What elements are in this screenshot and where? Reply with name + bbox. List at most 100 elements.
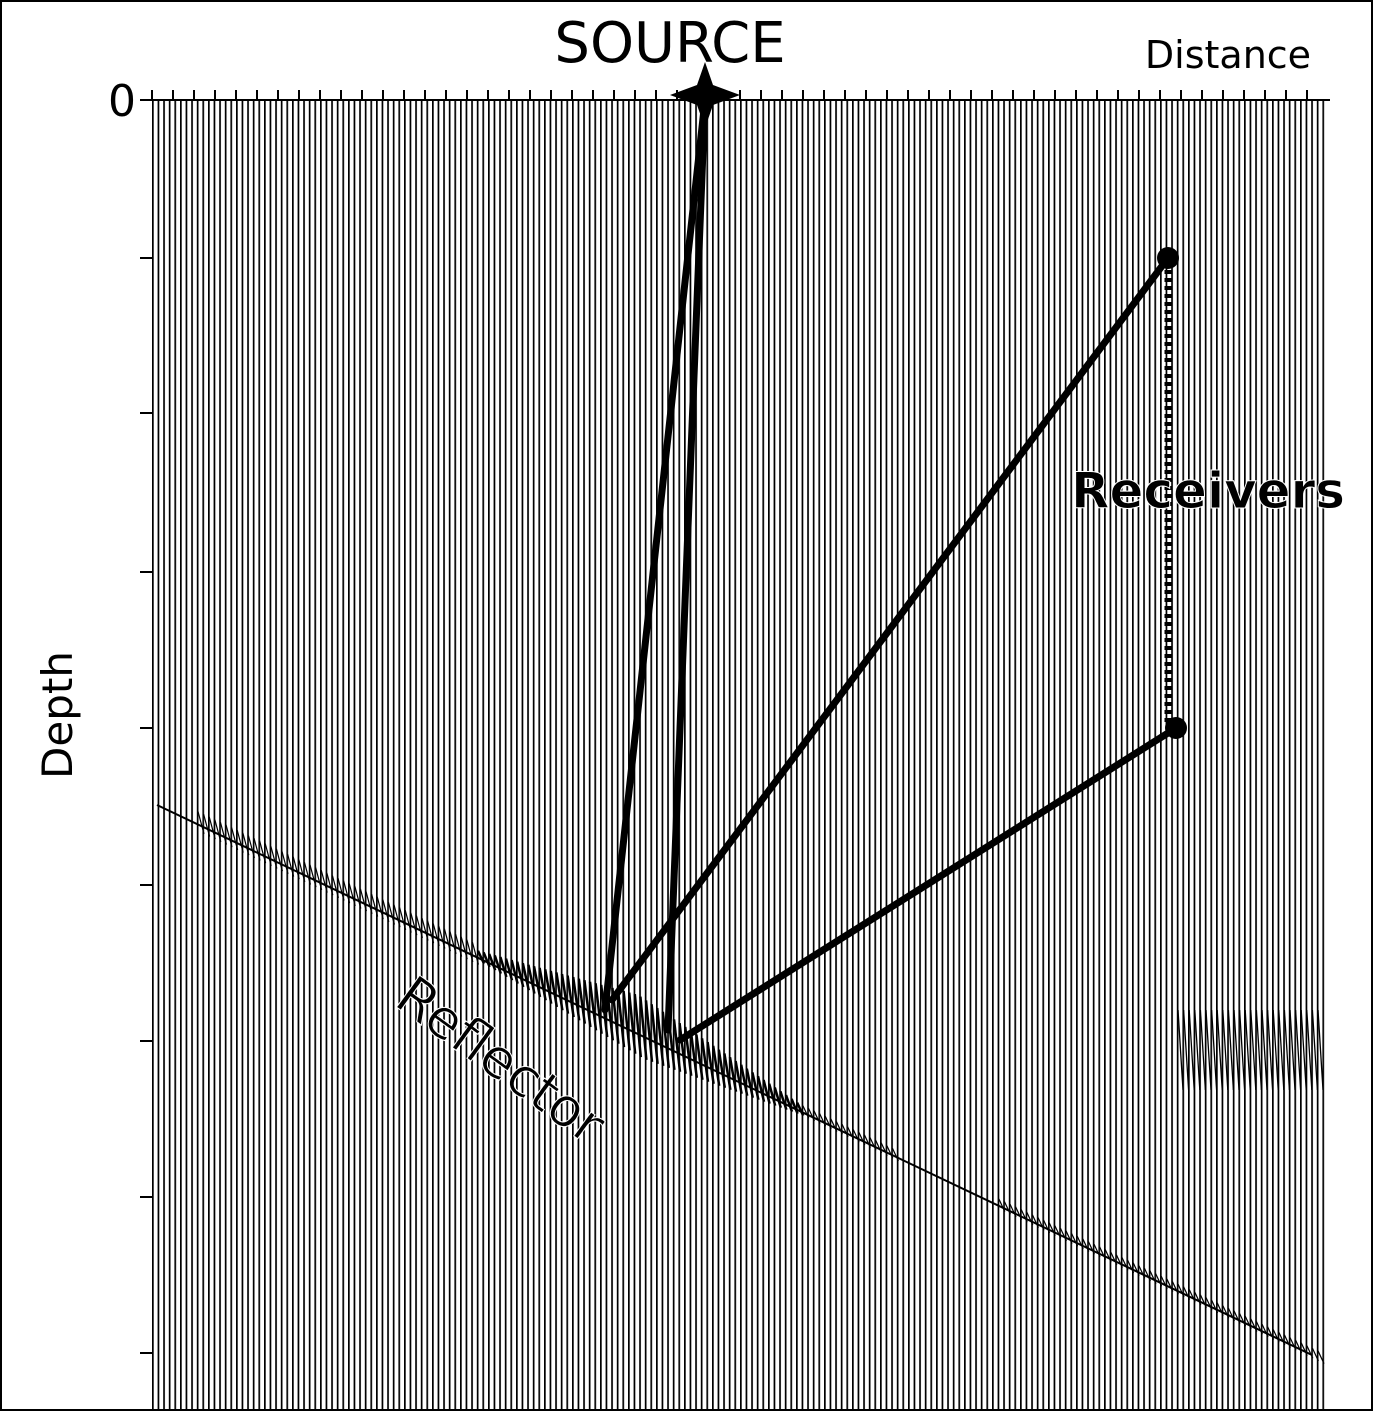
wiggle	[830, 1118, 838, 1132]
wiggle	[1132, 1262, 1140, 1276]
wiggle	[1026, 1211, 1034, 1226]
wiggle	[443, 928, 451, 952]
wiggle	[1199, 1294, 1207, 1308]
wiggle	[723, 1053, 732, 1090]
wiggle	[802, 1105, 810, 1119]
wiggle	[1199, 1009, 1207, 1091]
wiggle	[197, 811, 205, 835]
wiggle	[1110, 1251, 1118, 1266]
wiggle	[644, 1000, 654, 1062]
wiggle	[1183, 1286, 1191, 1300]
wiggle	[1300, 1009, 1307, 1091]
wiggle	[348, 883, 356, 907]
wiggle	[1261, 1323, 1269, 1338]
wiggle	[880, 1142, 888, 1156]
wiggle	[1043, 1219, 1051, 1234]
wiggle	[627, 992, 637, 1054]
wiggle	[1155, 1273, 1163, 1287]
wiggle	[588, 981, 598, 1031]
wiggle	[1238, 1009, 1246, 1091]
wiggle	[303, 861, 311, 885]
wiggle	[796, 1102, 805, 1117]
reflection-wiggles	[197, 811, 1325, 1364]
wiggle	[661, 1011, 671, 1068]
trace-field	[152, 100, 1326, 1411]
wiggle	[1205, 1297, 1213, 1311]
wiggle	[371, 893, 379, 917]
wiggle	[354, 885, 362, 909]
receiver	[1157, 247, 1179, 269]
wiggle	[264, 843, 272, 867]
wiggle	[1160, 1275, 1168, 1290]
wiggle	[835, 1121, 843, 1135]
wiggle	[1283, 1334, 1291, 1348]
wiggle	[773, 1087, 782, 1109]
ray	[601, 96, 709, 1014]
wiggle	[1239, 1313, 1247, 1327]
wiggle	[650, 1004, 659, 1064]
wiggle	[1216, 1302, 1224, 1316]
ray	[676, 724, 1180, 1044]
wiggle	[214, 819, 222, 843]
wiggle	[259, 840, 267, 864]
wiggle	[376, 896, 384, 920]
wiggle	[767, 1083, 777, 1107]
wiggle	[287, 853, 295, 877]
wiggle	[1188, 1289, 1196, 1303]
wiggle	[1255, 1009, 1263, 1091]
wiggle	[343, 880, 351, 904]
source-label: SOURCE	[554, 11, 785, 76]
wiggle	[863, 1134, 871, 1148]
wiggle	[382, 899, 390, 923]
wiggle	[292, 856, 300, 880]
wiggle	[1210, 1009, 1218, 1091]
wiggle	[1261, 1009, 1268, 1091]
wiggle	[891, 1147, 899, 1162]
wiggle	[225, 824, 233, 848]
receivers-label: Receivers	[1071, 462, 1345, 520]
wiggle	[998, 1198, 1006, 1212]
wiggle	[1082, 1238, 1090, 1252]
wiggle	[807, 1107, 815, 1122]
wiggle	[471, 941, 479, 965]
wiggle	[594, 983, 603, 1034]
wiggle	[538, 967, 547, 1001]
wiggle	[1059, 1227, 1067, 1242]
wiggle	[852, 1129, 860, 1143]
wiggle	[678, 1022, 687, 1074]
wiggle	[298, 859, 306, 883]
reflector-line	[156, 804, 1313, 1356]
wiggle	[1227, 1009, 1235, 1091]
wiggle	[504, 958, 514, 981]
wiggle	[1244, 1009, 1251, 1091]
wiggle	[734, 1060, 743, 1094]
wiggle	[1194, 1009, 1201, 1091]
wiggle	[819, 1113, 827, 1127]
wiggle	[1294, 1009, 1302, 1091]
wiggle	[476, 950, 486, 965]
wiggle	[616, 989, 626, 1048]
wiggle	[622, 990, 631, 1051]
wiggle	[583, 980, 592, 1028]
wiggle	[1037, 1217, 1045, 1231]
wiggle	[432, 923, 440, 947]
wiggle	[1121, 1257, 1129, 1271]
wiggle	[510, 959, 519, 984]
wiggle	[639, 996, 648, 1060]
wiggle	[739, 1064, 749, 1096]
wiggle	[1233, 1009, 1240, 1091]
wiggle	[1143, 1267, 1151, 1282]
wiggle	[466, 939, 474, 963]
wiggle	[404, 909, 412, 933]
wiggle	[415, 915, 423, 939]
wiggle	[813, 1110, 821, 1124]
wiggle	[1317, 1350, 1325, 1364]
wiggle	[1211, 1299, 1219, 1314]
wiggle	[762, 1079, 771, 1105]
wiggle	[1233, 1310, 1241, 1324]
wiggle	[549, 970, 559, 1008]
rays	[601, 96, 1180, 1044]
wiggle	[1138, 1265, 1146, 1279]
wiggle	[1087, 1241, 1095, 1255]
wiggle	[1272, 1009, 1279, 1091]
